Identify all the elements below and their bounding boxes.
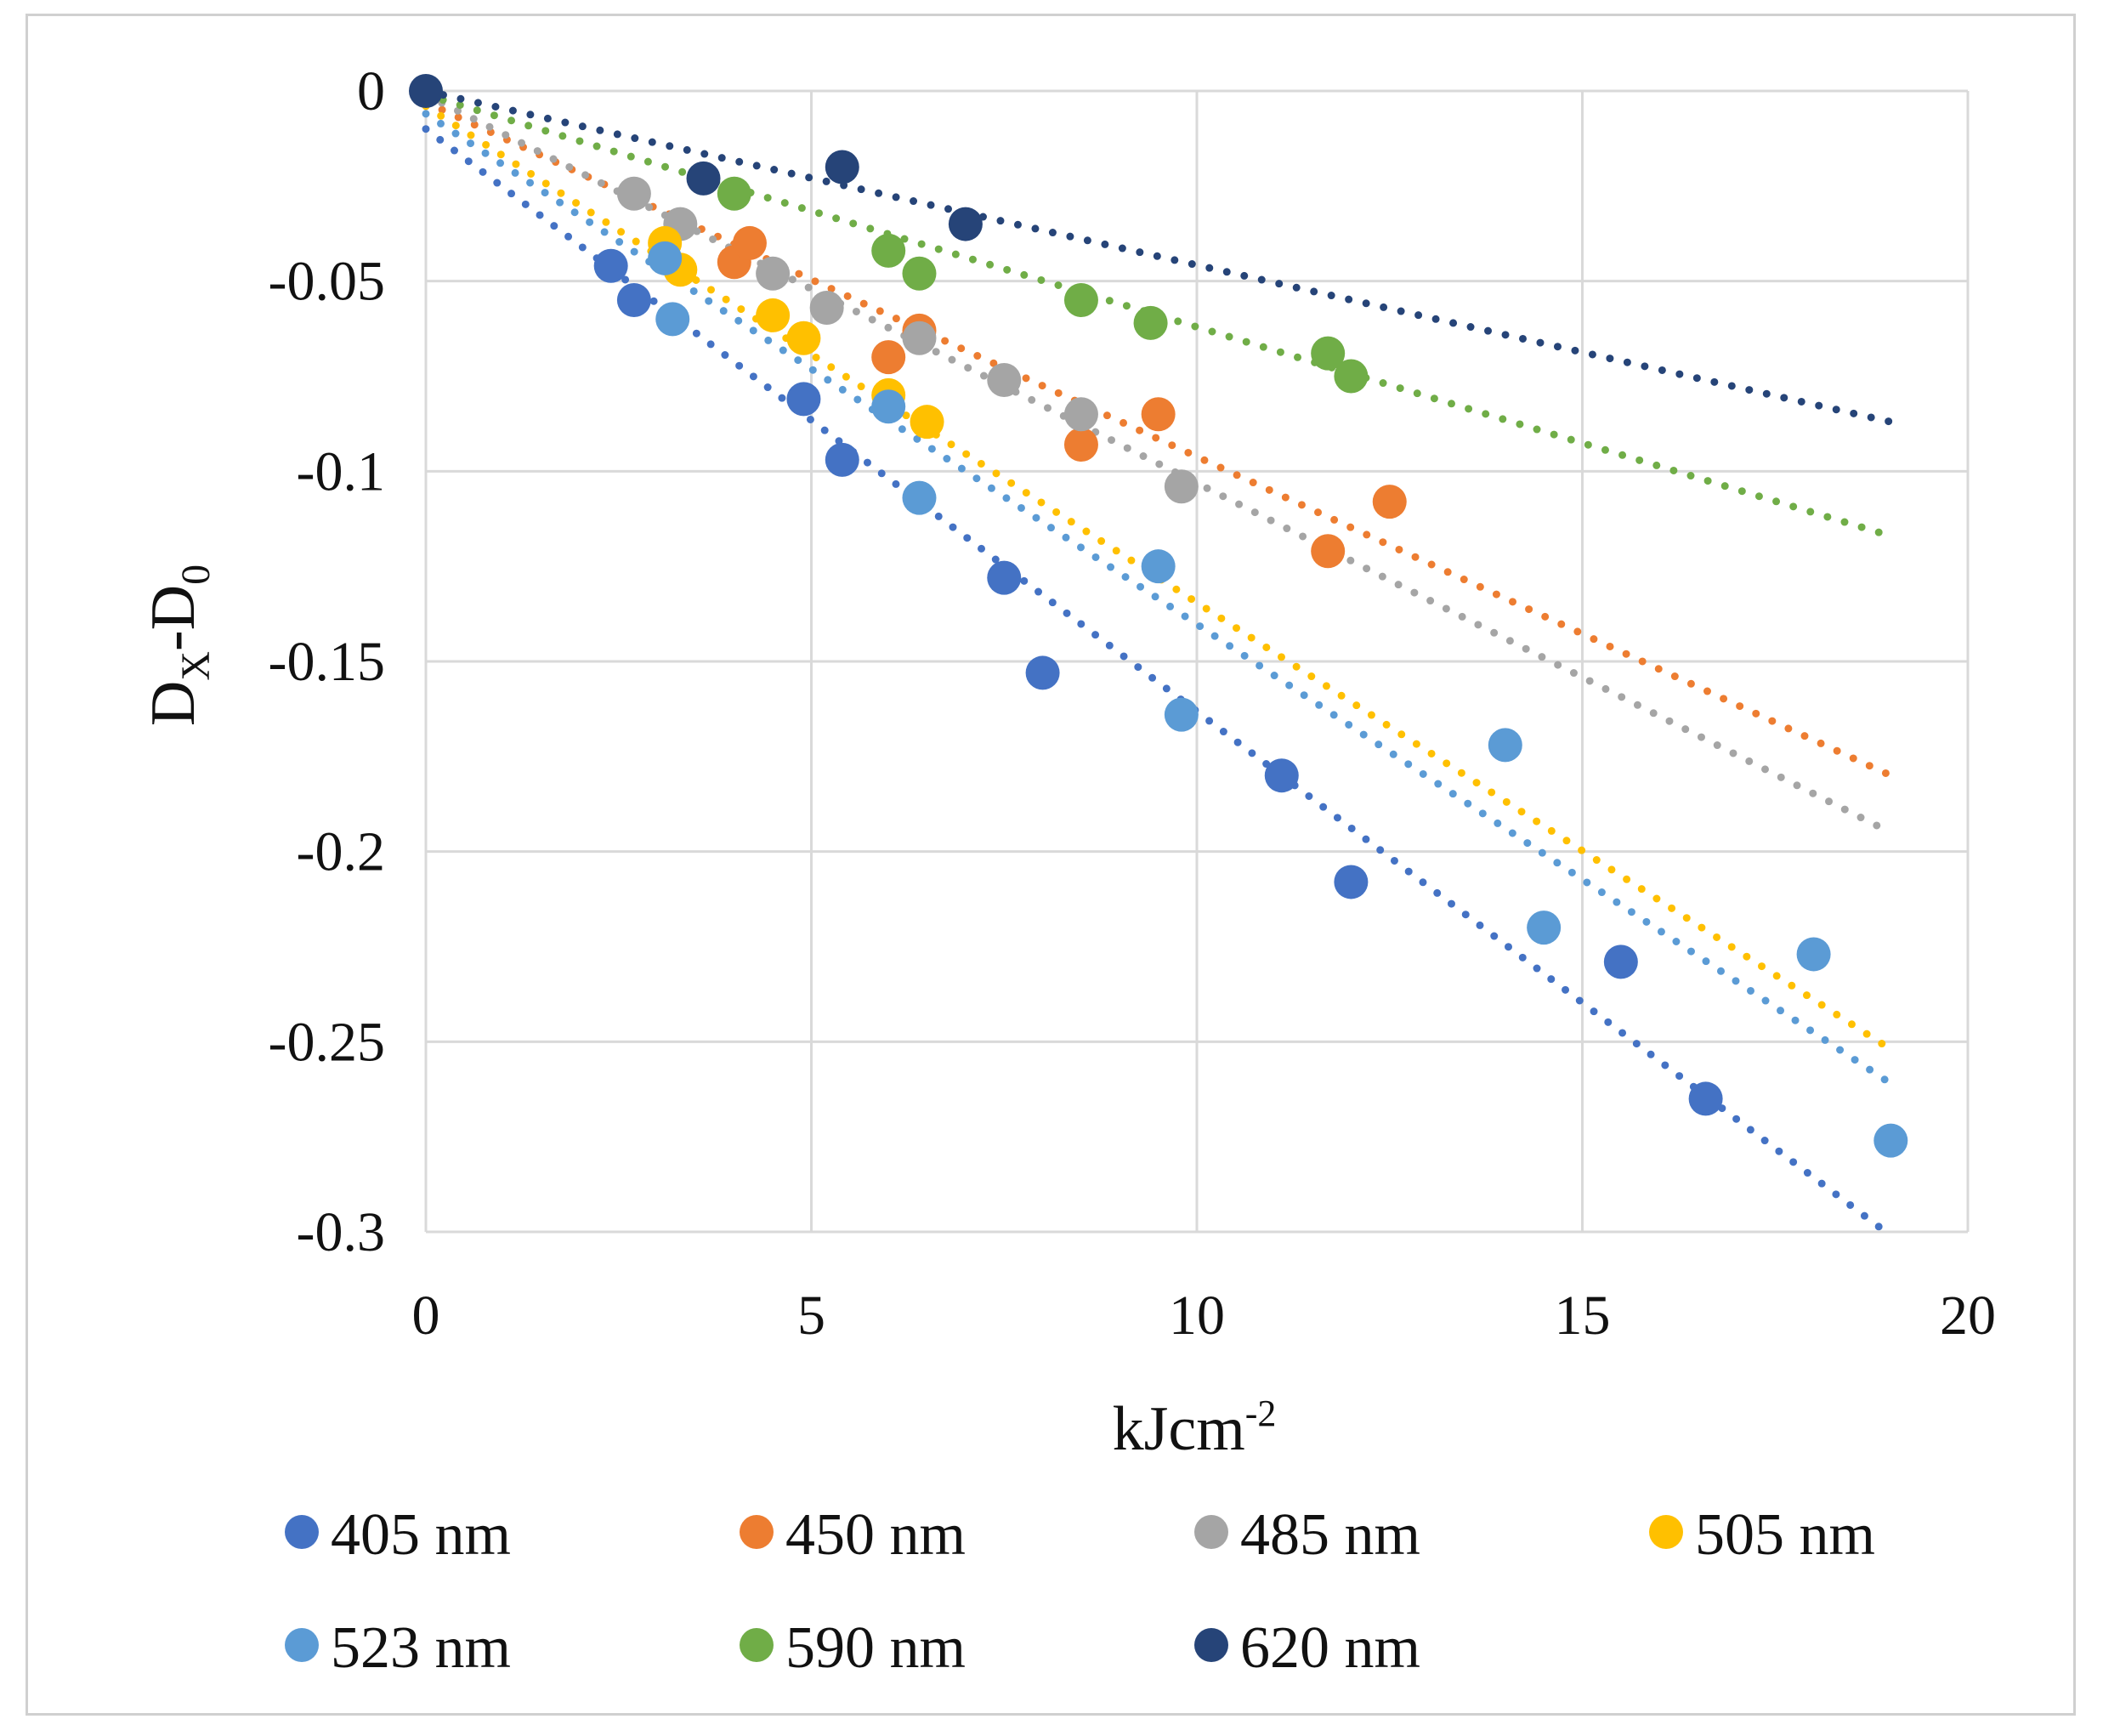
data-point-405-nm — [1603, 945, 1638, 979]
data-point-523-nm — [1796, 937, 1831, 972]
x-tick-label: 5 — [797, 1285, 825, 1347]
data-point-523-nm — [902, 480, 937, 515]
x-tick-label: 20 — [1940, 1285, 1996, 1347]
data-point-485-nm — [1063, 397, 1098, 432]
data-point-450-nm — [871, 340, 906, 375]
data-point-405-nm — [1334, 865, 1369, 899]
data-point-523-nm — [1873, 1123, 1908, 1158]
legend-marker — [1194, 1628, 1228, 1662]
y-tick-label: -0.2 — [297, 821, 385, 883]
legend-marker — [1649, 1515, 1683, 1549]
y-tick-label: -0.05 — [269, 251, 385, 313]
y-axis-title: DX-D0 — [139, 564, 218, 726]
data-point-405-nm — [616, 283, 651, 318]
legend-label: 590 nm — [785, 1615, 966, 1681]
trendline-620-nm — [422, 87, 1895, 426]
legend-label: 450 nm — [785, 1502, 966, 1568]
x-tick-label: 10 — [1169, 1285, 1225, 1347]
data-point-405-nm — [1688, 1081, 1723, 1116]
data-point-590-nm — [902, 256, 937, 291]
data-point-485-nm — [616, 176, 651, 211]
data-point-405-nm — [593, 248, 628, 283]
data-point-523-nm — [1141, 549, 1176, 584]
legend-marker — [1194, 1515, 1228, 1549]
data-point-485-nm — [809, 290, 844, 325]
data-point-450-nm — [1311, 534, 1346, 569]
data-point-620-nm — [948, 207, 983, 241]
data-point-523-nm — [655, 302, 690, 337]
legend-label: 505 nm — [1695, 1502, 1875, 1568]
data-point-485-nm — [1164, 469, 1199, 504]
legend-marker — [285, 1628, 319, 1662]
data-point-450-nm — [1141, 397, 1176, 432]
data-point-485-nm — [902, 321, 937, 355]
legend-item: 485 nm — [1194, 1502, 1420, 1568]
legend-marker — [740, 1515, 774, 1549]
legend-marker — [285, 1515, 319, 1549]
legend-item: 405 nm — [285, 1502, 511, 1568]
legend: 405 nm 450 nm 485 nm 505 nm 523 nm 590 nm 620 … — [285, 1502, 1875, 1681]
legend-item: 450 nm — [740, 1502, 966, 1568]
data-point-485-nm — [987, 362, 1022, 397]
x-tick-label: 0 — [412, 1285, 440, 1347]
data-points — [409, 74, 1908, 1158]
x-tick-label: 15 — [1555, 1285, 1611, 1347]
data-point-405-nm — [825, 442, 859, 477]
data-point-405-nm — [1025, 655, 1060, 690]
data-point-523-nm — [1488, 728, 1522, 763]
legend-item: 590 nm — [740, 1615, 966, 1681]
data-point-590-nm — [1133, 305, 1168, 340]
data-point-590-nm — [1311, 336, 1346, 371]
data-point-523-nm — [1164, 697, 1199, 732]
legend-marker — [740, 1628, 774, 1662]
tick-labels: 0 5 10 15 20 0 -0.05 -0.1 -0.15 -0.2 -0.25 -0.3 — [269, 60, 1996, 1347]
data-point-505-nm — [756, 298, 791, 332]
data-point-450-nm — [732, 225, 767, 260]
legend-item: 523 nm — [285, 1615, 511, 1681]
y-tick-label: -0.25 — [269, 1011, 385, 1073]
legend-label: 485 nm — [1240, 1502, 1420, 1568]
data-point-620-nm — [825, 150, 859, 184]
chart-frame: 0 5 10 15 20 0 -0.05 -0.1 -0.15 -0.2 -0.25 -0.3 kJc… — [26, 14, 2076, 1716]
y-tick-label: -0.3 — [297, 1201, 385, 1263]
data-point-523-nm — [871, 389, 906, 424]
data-point-590-nm — [717, 176, 751, 211]
data-point-590-nm — [1334, 359, 1369, 394]
data-point-523-nm — [1527, 911, 1562, 945]
data-point-450-nm — [1372, 485, 1407, 519]
x-axis-title: kJcm-2 — [1113, 1393, 1277, 1464]
legend-item: 620 nm — [1194, 1615, 1420, 1681]
y-tick-label: 0 — [357, 60, 385, 122]
trendline-485-nm — [422, 90, 1895, 837]
data-point-590-nm — [1063, 283, 1098, 318]
data-point-620-nm — [409, 74, 443, 108]
legend-label: 620 nm — [1240, 1615, 1420, 1681]
data-point-590-nm — [871, 233, 906, 268]
legend-label: 523 nm — [331, 1615, 511, 1681]
data-point-505-nm — [786, 321, 821, 355]
data-point-523-nm — [648, 241, 683, 275]
data-point-485-nm — [756, 256, 791, 291]
legend-label: 405 nm — [331, 1502, 511, 1568]
data-point-620-nm — [686, 161, 721, 196]
y-tick-label: -0.1 — [297, 440, 385, 502]
trendline-523-nm — [422, 110, 1895, 1088]
legend-item: 505 nm — [1649, 1502, 1875, 1568]
data-point-405-nm — [786, 382, 821, 417]
y-tick-label: -0.15 — [269, 631, 385, 693]
trendlines — [422, 87, 1895, 1240]
data-point-505-nm — [910, 405, 944, 440]
data-point-450-nm — [1063, 428, 1098, 462]
chart: 0 5 10 15 20 0 -0.05 -0.1 -0.15 -0.2 -0.25 -0.3 kJc… — [139, 60, 1996, 1681]
data-point-405-nm — [1264, 758, 1299, 793]
data-point-405-nm — [987, 560, 1022, 595]
